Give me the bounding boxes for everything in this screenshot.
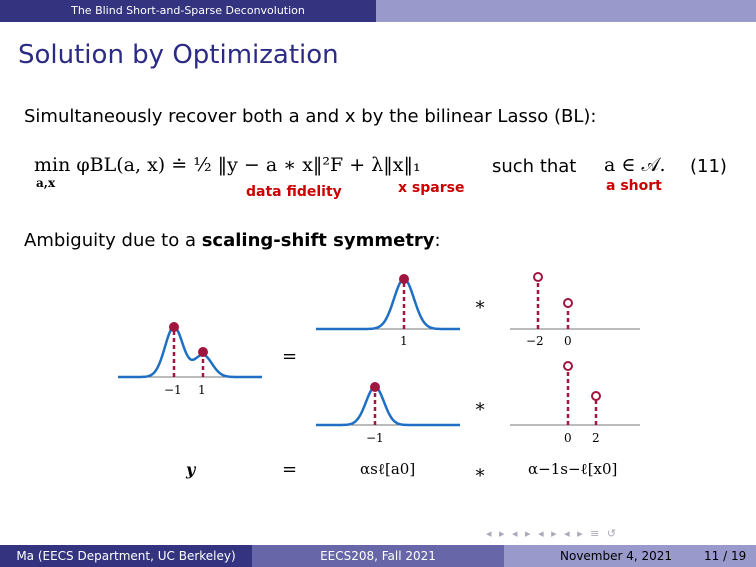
top-navigation-bar: The Blind Short-and-Sparse Deconvolution: [0, 0, 756, 22]
top-x-stem-1-head: [533, 272, 543, 282]
fig-conv-top: ∗: [474, 294, 487, 315]
intro-text: Simultaneously recover both a and x by t…: [24, 106, 597, 127]
section-title[interactable]: The Blind Short-and-Sparse Deconvolution: [0, 0, 376, 22]
ambiguity-suffix: :: [434, 230, 441, 251]
label-a: αsℓ[a0]: [360, 460, 416, 478]
y-tick-2: 1: [198, 383, 206, 397]
equation-subscript: a,x: [36, 176, 56, 190]
annot-a-short: a short: [606, 178, 662, 194]
label-x: α−1s−ℓ[x0]: [528, 460, 618, 478]
label-y: y: [186, 460, 196, 479]
annot-x-sparse: x sparse: [398, 180, 465, 196]
top-a-tick: 1: [400, 334, 408, 348]
such-that: such that: [492, 156, 577, 177]
footer-page: 11 / 19: [704, 549, 747, 563]
top-x-tick-2: 0: [564, 334, 572, 348]
bot-x-tick-1: 0: [564, 431, 572, 445]
ambiguity-bold: scaling-shift symmetry: [201, 230, 435, 251]
equation-main: min φBL(a, x) ≐ ½ ‖y − a ∗ x‖²F + λ‖x‖₁: [34, 154, 421, 176]
fig-equals: =: [282, 346, 298, 367]
top-bar-fill: [376, 0, 756, 22]
annot-data-fidelity: data fidelity: [246, 184, 342, 200]
top-x-stem-2-head: [563, 298, 573, 308]
ambiguity-prefix: Ambiguity due to a: [24, 230, 202, 251]
y-tick-1: −1: [164, 383, 182, 397]
footer-course: EECS208, Fall 2021: [252, 545, 504, 567]
equation-number: (11): [690, 156, 727, 177]
y-stem-2-head: [198, 347, 208, 357]
footer-date: November 4, 2021: [560, 549, 673, 563]
bot-a-tick: −1: [366, 431, 384, 445]
bot-a-stem-head: [370, 382, 380, 392]
y-curve: [118, 325, 262, 379]
constraint: a ∈ 𝒜.: [604, 154, 666, 176]
top-x-tick-1: −2: [526, 334, 544, 348]
bot-a-curve: [316, 385, 460, 427]
y-stem-1-head: [169, 322, 179, 332]
bot-x-stem-2-head: [591, 391, 601, 401]
footer: Ma (EECS Department, UC Berkeley) EECS20…: [0, 545, 756, 567]
footer-author: Ma (EECS Department, UC Berkeley): [0, 545, 252, 567]
bot-x-stem-1-head: [563, 361, 573, 371]
label-equals: =: [282, 459, 298, 480]
bot-x-tick-2: 2: [592, 431, 600, 445]
label-conv: ∗: [474, 462, 487, 483]
top-a-stem-head: [399, 274, 409, 284]
footer-right: November 4, 2021 11 / 19: [504, 545, 756, 567]
top-a-curve: [316, 277, 460, 331]
fig-conv-bot: ∗: [474, 396, 487, 417]
beamer-nav-symbols[interactable]: ◂ ▸ ◂ ▸ ◂ ▸ ◂ ▸ ≡ ↺: [486, 527, 619, 540]
ambiguity-text: Ambiguity due to a scaling-shift symmetr…: [24, 230, 441, 251]
slide-title: Solution by Optimization: [18, 40, 339, 70]
